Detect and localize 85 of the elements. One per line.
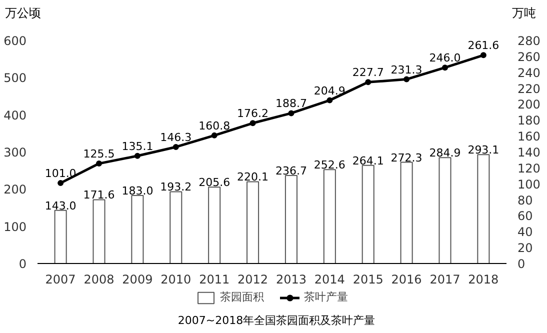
y2-tick-label: 220 bbox=[518, 82, 540, 96]
bar bbox=[246, 181, 260, 264]
bar bbox=[362, 164, 374, 264]
x-tick-label: 2013 bbox=[276, 272, 306, 286]
point bbox=[172, 144, 179, 150]
data-label: 125.5 bbox=[83, 148, 115, 161]
x-tick-label: 2012 bbox=[238, 272, 268, 286]
bar bbox=[284, 175, 298, 264]
point bbox=[480, 52, 486, 58]
x-tick-label: 2014 bbox=[314, 272, 345, 286]
point bbox=[134, 152, 140, 159]
y2-tick-label: 60 bbox=[518, 209, 533, 224]
data-label: 272.3 bbox=[390, 151, 422, 164]
y2-axis-title: 万吨 bbox=[512, 5, 536, 22]
x-tick-label: 2015 bbox=[352, 272, 384, 286]
y2-tick-label: 180 bbox=[518, 114, 540, 128]
y2-tick-label: 80 bbox=[518, 193, 533, 208]
y-tick-label: 600 bbox=[4, 34, 26, 48]
point bbox=[442, 64, 448, 71]
x-tick-label: 2018 bbox=[468, 272, 499, 286]
point bbox=[211, 132, 218, 138]
bar bbox=[131, 194, 144, 264]
y-tick-label: 100 bbox=[4, 220, 26, 234]
data-label: 227.7 bbox=[352, 66, 384, 80]
y-tick-label: 300 bbox=[4, 146, 26, 160]
y-tick-label: 500 bbox=[4, 71, 26, 86]
bar bbox=[438, 157, 452, 264]
point bbox=[326, 97, 333, 104]
bar bbox=[170, 191, 182, 264]
data-label: 143.0 bbox=[44, 199, 76, 212]
point bbox=[96, 160, 102, 167]
point bbox=[365, 79, 372, 86]
data-label: 171.6 bbox=[83, 188, 115, 202]
x-tick-label: 2010 bbox=[160, 272, 192, 286]
y2-tick-label: 120 bbox=[518, 161, 540, 176]
data-label: 284.9 bbox=[429, 146, 461, 160]
data-label: 193.2 bbox=[160, 180, 192, 194]
y2-tick-label: 100 bbox=[518, 177, 540, 192]
x-tick-label: 2017 bbox=[430, 272, 460, 286]
text: 2007~2018年全国茶园面积及茶叶产量 bbox=[178, 313, 376, 329]
bar bbox=[477, 154, 490, 264]
y2-tick-label: 280 bbox=[518, 34, 540, 48]
data-label: 183.0 bbox=[122, 184, 154, 198]
y-tick-label: 200 bbox=[4, 182, 26, 197]
data-label: 205.6 bbox=[198, 176, 230, 190]
y-axis-title: 万公顷 bbox=[5, 5, 41, 22]
y2-tick-label: 160 bbox=[518, 130, 540, 144]
data-label: 252.6 bbox=[314, 158, 346, 172]
x-tick-label: 2011 bbox=[199, 272, 230, 286]
bar bbox=[400, 162, 413, 264]
bar bbox=[54, 210, 67, 264]
bar bbox=[323, 169, 336, 264]
x-tick-label: 2008 bbox=[84, 272, 114, 286]
y2-tick-label: 0 bbox=[518, 257, 526, 271]
legend-label: 茶叶产量 bbox=[304, 290, 348, 304]
point bbox=[250, 120, 256, 126]
data-label: 135.1 bbox=[122, 140, 154, 153]
bar bbox=[92, 199, 106, 264]
y-tick-label: 400 bbox=[4, 108, 26, 122]
data-label: 188.7 bbox=[275, 97, 307, 110]
y2-tick-label: 240 bbox=[518, 66, 540, 80]
x-tick-label: 2007 bbox=[45, 272, 76, 286]
y-tick-label: 0 bbox=[18, 257, 27, 271]
y2-tick-label: 260 bbox=[518, 50, 540, 64]
y2-tick-label: 20 bbox=[518, 241, 533, 256]
x-tick-label: 2009 bbox=[122, 272, 153, 286]
y2-tick-label: 200 bbox=[518, 98, 540, 112]
data-label: 176.2 bbox=[237, 107, 269, 120]
data-label: 231.3 bbox=[390, 63, 422, 76]
data-label: 220.1 bbox=[237, 170, 269, 184]
bar bbox=[208, 186, 221, 264]
data-label: 261.6 bbox=[468, 39, 500, 52]
data-label: 293.1 bbox=[468, 144, 500, 157]
point bbox=[288, 110, 294, 116]
legend-label: 茶园面积 bbox=[220, 290, 264, 304]
y2-tick-label: 140 bbox=[518, 146, 540, 160]
data-label: 246.0 bbox=[429, 52, 461, 65]
data-label: 160.8 bbox=[198, 119, 230, 132]
x-tick-label: 2016 bbox=[391, 272, 422, 286]
y2-tick-label: 40 bbox=[518, 225, 533, 240]
point bbox=[58, 180, 64, 186]
data-label: 236.7 bbox=[275, 164, 307, 178]
point bbox=[404, 76, 410, 82]
data-label: 146.3 bbox=[160, 130, 192, 144]
data-label: 264.1 bbox=[352, 154, 384, 168]
